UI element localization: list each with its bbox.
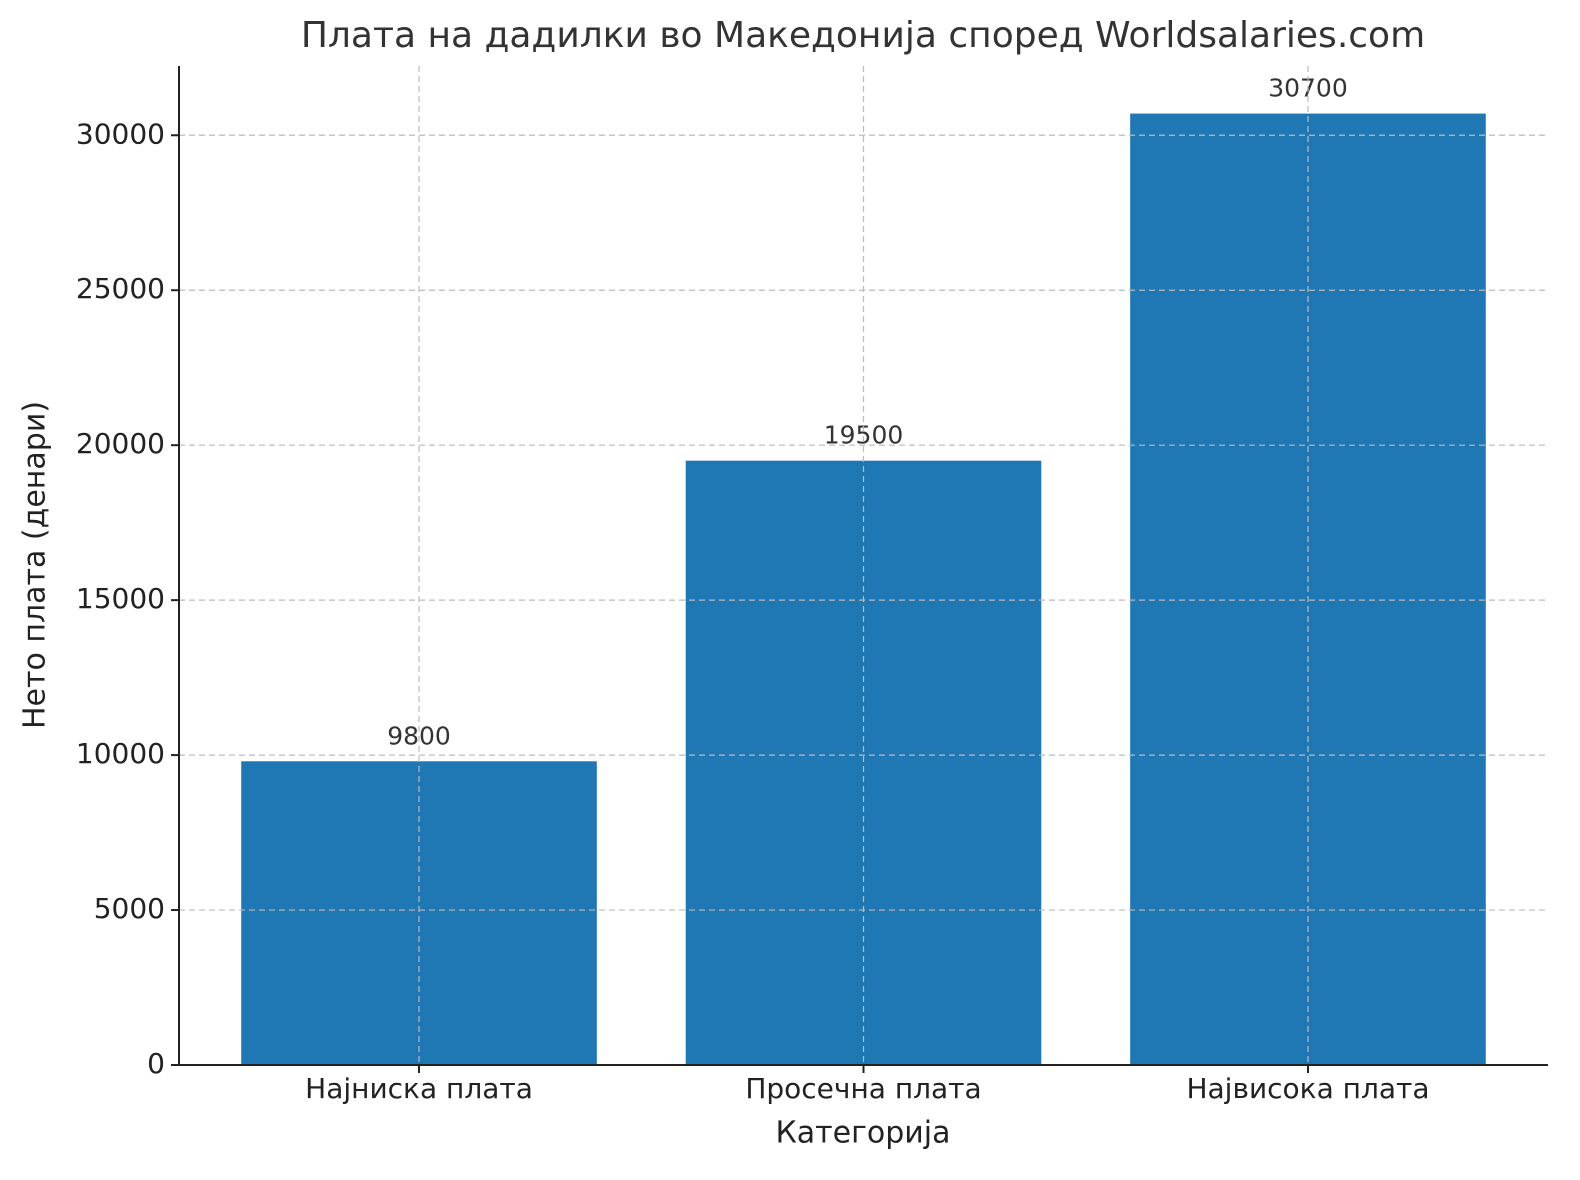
y-tick-label: 30000 xyxy=(76,117,165,150)
y-tick-label: 25000 xyxy=(76,272,165,305)
y-tick-label: 0 xyxy=(147,1047,165,1080)
y-axis-label: Нето плата (денари) xyxy=(18,401,53,729)
y-tick-label: 20000 xyxy=(76,427,165,460)
data-label: 9800 xyxy=(387,721,451,750)
x-axis-label: Категорија xyxy=(776,1116,951,1151)
y-tick-label: 5000 xyxy=(94,892,165,925)
x-tick-label: Најниска плата xyxy=(305,1072,533,1105)
y-tick-label: 10000 xyxy=(76,737,165,770)
x-tick-label: Просечна плата xyxy=(745,1072,981,1105)
y-tick-label: 15000 xyxy=(76,582,165,615)
x-tick-label: Највисока плата xyxy=(1186,1072,1429,1105)
chart-title: Плата на дадилки во Македонија според Wo… xyxy=(301,15,1425,56)
